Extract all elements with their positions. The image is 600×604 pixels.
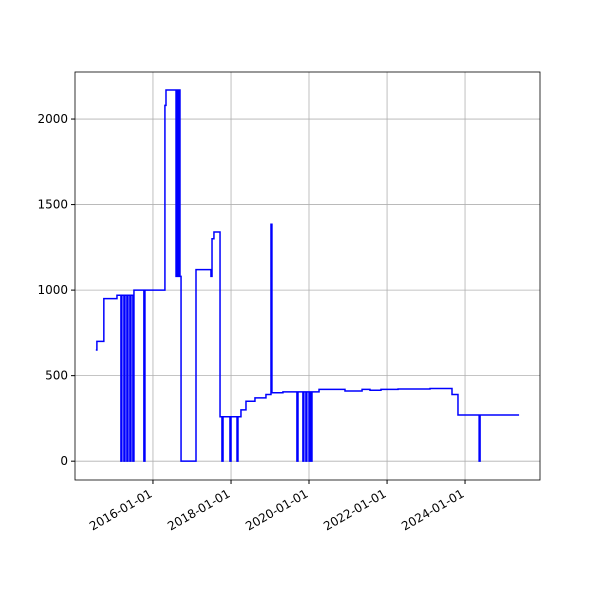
y-tick-label: 500	[45, 369, 68, 383]
x-tick-label: 2024-01-01	[399, 486, 466, 533]
y-tick-label: 2000	[37, 112, 68, 126]
data-line	[95, 89, 520, 462]
x-tick-label: 2018-01-01	[165, 486, 232, 533]
y-tick-label: 0	[60, 454, 68, 468]
x-tick-label: 2016-01-01	[87, 486, 154, 533]
y-tick-label: 1500	[37, 198, 68, 212]
plot-frame	[74, 71, 541, 481]
x-tick-label: 2022-01-01	[321, 486, 388, 533]
x-tick-label: 2020-01-01	[243, 486, 310, 533]
y-tick-label: 1000	[37, 283, 68, 297]
